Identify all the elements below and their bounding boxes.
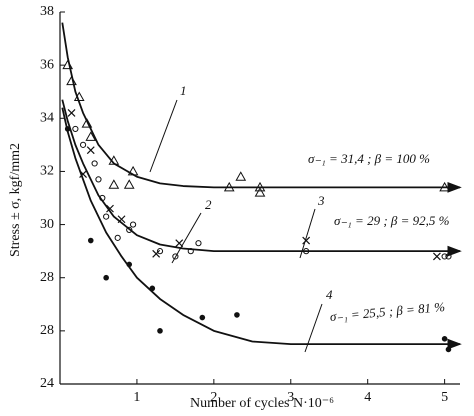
point-dot [87,237,94,244]
point-dot [199,314,206,321]
curve [61,22,462,193]
curve [61,99,462,257]
x-tick-label: 5 [441,390,448,405]
point-circle [114,234,121,241]
point-triangle [235,171,247,181]
point-triangle [223,181,235,192]
y-tick-label: 36 [40,57,54,72]
point-circle [91,160,98,167]
annotation: σ₋₁ = 29 ; β = 92,5 % [334,213,450,228]
point-circle [441,253,448,260]
point-triangle [254,187,266,197]
point-circle [445,253,452,260]
point-circle [99,194,106,202]
leader-line [171,212,202,264]
annotation: 4 [326,287,333,302]
point-circle [195,240,202,247]
x-tick-label: 4 [364,390,371,405]
point-triangle [62,59,74,70]
point-triangle [123,179,135,189]
annotation: 1 [180,83,187,98]
point-circle [156,248,164,255]
point-triangle [81,118,93,128]
y-tick-label: 32 [40,164,54,179]
y-tick-label: 28 [40,323,54,338]
point-x [106,204,114,213]
point-triangle [85,131,97,141]
point-circle [126,226,133,233]
point-x [175,239,184,248]
leader-line [304,303,323,353]
point-circle [72,125,79,133]
point-circle [187,248,194,255]
point-dot [441,336,448,342]
point-circle [172,253,179,260]
annotation: 3 [317,193,325,208]
point-triangle [108,155,120,165]
point-triangle [66,75,77,86]
y-axis-label: Stress ± σ, kgf/mm2 [8,143,23,257]
point-dot [103,274,109,281]
point-x [117,215,126,224]
point-circle [95,176,102,183]
point-dot [126,261,133,268]
y-tick-label: 28 [40,270,54,285]
annotation: σ₋₁ = 25,5 ; β = 81 % [329,299,446,324]
point-dot [445,346,452,353]
annotation: σ₋₁ = 31,4 ; β = 100 % [308,151,430,166]
point-dot [149,285,156,292]
x-tick-label: 2 [210,390,217,405]
point-x [152,249,161,258]
point-circle [103,213,110,220]
point-circle [79,141,87,148]
point-triangle [73,91,85,102]
point-x [302,236,311,245]
annotation: 2 [205,197,212,212]
point-dot [157,328,163,334]
y-tick-label: 34 [40,111,54,126]
y-tick-label: 24 [40,376,54,391]
point-x [432,252,441,261]
point-triangle [127,165,139,176]
curve [61,107,462,350]
point-x [67,109,76,117]
point-triangle [108,179,120,189]
x-tick-label: 1 [133,390,140,405]
point-x [79,170,88,179]
x-tick-label: 3 [287,390,294,405]
x-axis-label: Number of cycles N·10⁻⁶ [190,396,334,411]
leader-line [149,99,178,173]
point-x [86,146,95,155]
point-triangle [254,181,266,192]
point-triangle [439,181,450,192]
point-dot [234,312,240,318]
point-circle [129,221,137,228]
y-tick-label: 38 [40,4,54,19]
point-circle [303,248,310,255]
point-dot [64,126,71,132]
leader-line [299,208,316,259]
y-tick-label: 30 [40,217,54,232]
